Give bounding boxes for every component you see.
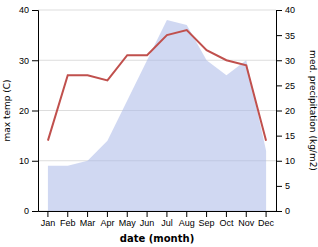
tick-mark	[166, 211, 167, 217]
tick-mark	[67, 211, 68, 217]
tick-label: Apr	[100, 218, 114, 228]
tick-label: 10	[19, 156, 29, 166]
x-axis-title: date (month)	[120, 233, 194, 244]
tick: 10	[19, 156, 38, 166]
tick-mark	[32, 111, 38, 112]
y2-axis: 0 5 10 15 20 25 30 35 40	[276, 5, 295, 216]
tick-mark	[206, 211, 207, 217]
tick-mark	[226, 211, 227, 217]
y-axis: 0 10 20 30 40	[19, 5, 39, 216]
tick-mark	[276, 186, 282, 187]
tick: Aug	[179, 211, 195, 228]
tick: Feb	[60, 211, 76, 228]
y2-axis-title: med. precipitation (kg/m2)	[308, 50, 318, 171]
tick-mark	[276, 35, 282, 36]
tick: 25	[276, 81, 295, 91]
tick-mark	[276, 10, 282, 11]
grid	[38, 10, 276, 211]
tick-label: May	[119, 218, 137, 228]
tick-mark	[266, 211, 267, 217]
precipitation-area	[48, 20, 266, 211]
tick-label: 10	[285, 156, 295, 166]
tick-mark	[107, 211, 108, 217]
chart: Jan Feb Mar Apr MayJun Jul Aug Sep Oct NovDec 0 10 2…	[0, 0, 318, 247]
tick-label: 20	[285, 106, 295, 116]
tick-label: Nov	[238, 218, 255, 228]
tick: Oct	[219, 211, 234, 228]
tick-mark	[32, 211, 38, 212]
tick: 0	[276, 206, 290, 216]
tick: Jul	[161, 211, 173, 228]
tick-mark	[127, 211, 128, 217]
tick: 5	[276, 181, 290, 191]
grid-line	[38, 10, 276, 11]
tick-label: Jan	[41, 218, 56, 228]
tick: Jun	[140, 211, 155, 228]
tick: 30	[276, 56, 295, 66]
tick: Apr	[100, 211, 114, 228]
tick-label: Jun	[140, 218, 155, 228]
axis-line	[32, 11, 39, 212]
marks	[48, 20, 266, 211]
tick: 10	[276, 156, 295, 166]
tick-mark	[32, 10, 38, 11]
tick-mark	[147, 211, 148, 217]
tick-label: Oct	[219, 218, 234, 228]
tick-label: Sep	[199, 218, 215, 228]
tick-label: Aug	[179, 218, 195, 228]
tick: 20	[276, 106, 295, 116]
tick-mark	[276, 161, 282, 162]
tick: Dec	[258, 211, 275, 228]
tick-label: Jul	[161, 218, 173, 228]
tick: Jan	[41, 211, 56, 228]
tick-mark	[276, 136, 282, 137]
tick: 40	[19, 5, 38, 15]
axis-line	[39, 211, 277, 212]
tick-mark	[276, 111, 282, 112]
tick-mark	[246, 211, 247, 217]
tick-mark	[32, 60, 38, 61]
tick: May	[119, 211, 137, 228]
tick-label: 25	[285, 81, 295, 91]
tick: Sep	[199, 211, 215, 228]
tick-label: 35	[285, 31, 295, 41]
tick-label: 40	[285, 5, 295, 15]
tick-mark	[276, 211, 282, 212]
tick-label: 0	[24, 206, 29, 216]
tick-label: 0	[285, 206, 290, 216]
tick: Nov	[238, 211, 255, 228]
tick-label: 30	[285, 56, 295, 66]
tick: 40	[276, 5, 295, 15]
y-axis-title: max temp (C)	[2, 79, 12, 141]
tick-label: 20	[19, 106, 29, 116]
tick-label: Feb	[60, 218, 76, 228]
tick-mark	[32, 161, 38, 162]
tick: 35	[276, 31, 295, 41]
tick-mark	[186, 211, 187, 217]
tick-label: Dec	[258, 218, 275, 228]
tick: 20	[19, 106, 38, 116]
tick-mark	[87, 211, 88, 217]
tick-label: 15	[285, 131, 295, 141]
tick-label: 5	[285, 181, 290, 191]
tick-label: 40	[19, 5, 29, 15]
tick-label: 30	[19, 56, 29, 66]
tick: Mar	[80, 211, 96, 228]
tick: 0	[24, 206, 38, 216]
tick: 30	[19, 56, 38, 66]
temperature-line	[48, 30, 266, 141]
tick: 15	[276, 131, 295, 141]
x-axis: Jan Feb Mar Apr MayJun Jul Aug Sep Oct NovDec	[39, 211, 277, 228]
tick-label: Mar	[80, 218, 96, 228]
tick-mark	[276, 60, 282, 61]
tick-mark	[47, 211, 48, 217]
axis-line	[277, 11, 283, 212]
tick-mark	[276, 85, 282, 86]
